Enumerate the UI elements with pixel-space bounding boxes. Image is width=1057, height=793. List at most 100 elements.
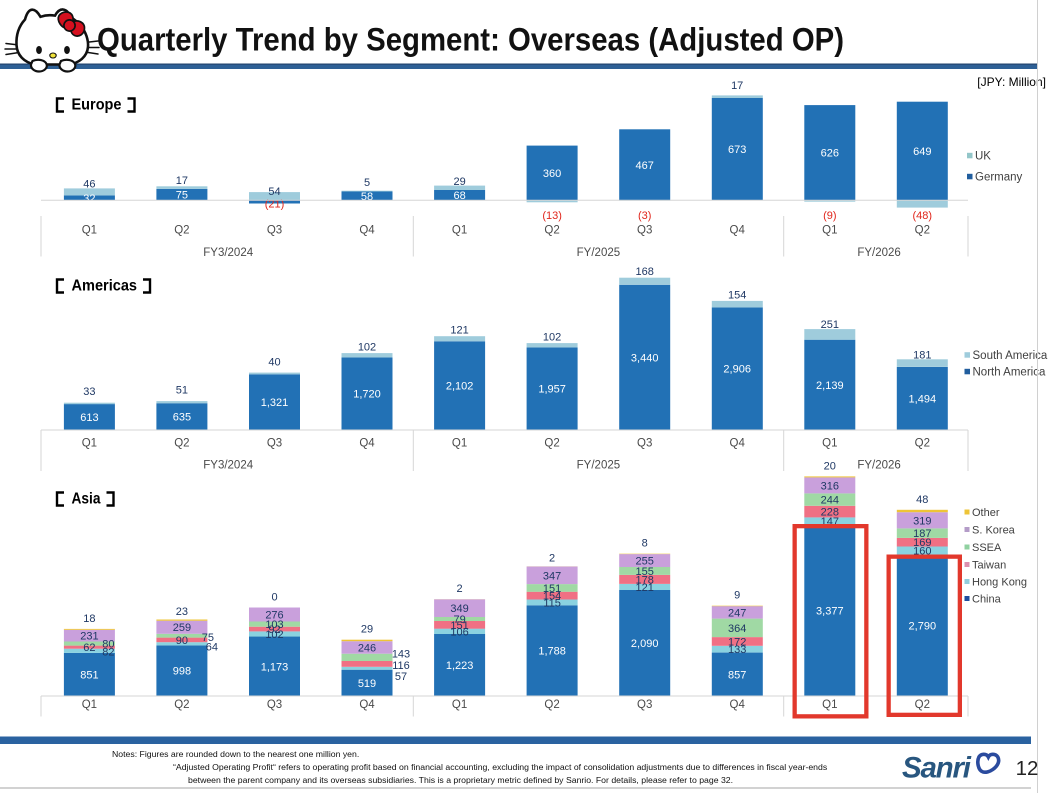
svg-text:Hong Kong: Hong Kong xyxy=(972,577,1027,589)
svg-text:48: 48 xyxy=(916,494,928,506)
svg-text:2: 2 xyxy=(549,552,555,564)
svg-text:349: 349 xyxy=(450,603,468,615)
svg-text:40: 40 xyxy=(268,356,280,368)
svg-text:172: 172 xyxy=(728,636,746,648)
svg-text:Q4: Q4 xyxy=(359,438,375,450)
svg-text:2: 2 xyxy=(457,583,463,595)
svg-text:673: 673 xyxy=(728,144,746,156)
svg-text:(3): (3) xyxy=(638,210,651,222)
svg-text:51: 51 xyxy=(176,384,188,396)
svg-text:Q3: Q3 xyxy=(637,699,652,711)
svg-text:90: 90 xyxy=(176,635,188,647)
svg-text:2,139: 2,139 xyxy=(816,380,844,392)
svg-text:Q2: Q2 xyxy=(174,224,189,236)
svg-text:2,090: 2,090 xyxy=(631,638,659,650)
svg-text:80: 80 xyxy=(102,639,114,651)
svg-text:155: 155 xyxy=(636,566,654,578)
svg-text:Q1: Q1 xyxy=(452,438,467,450)
svg-text:347: 347 xyxy=(543,570,561,582)
svg-text:(13): (13) xyxy=(542,210,562,222)
svg-text:54: 54 xyxy=(268,186,280,198)
svg-text:143: 143 xyxy=(392,649,410,661)
svg-text:between the parent company and: between the parent company and its overs… xyxy=(188,775,733,785)
svg-text:58: 58 xyxy=(361,191,373,203)
svg-text:Q4: Q4 xyxy=(359,224,375,236)
svg-text:64: 64 xyxy=(206,642,218,654)
svg-text:Q1: Q1 xyxy=(82,699,97,711)
svg-text:75: 75 xyxy=(176,190,188,202)
svg-text:998: 998 xyxy=(173,666,191,678)
svg-text:29: 29 xyxy=(361,624,373,636)
svg-text:276: 276 xyxy=(265,610,283,622)
svg-text:228: 228 xyxy=(821,507,839,519)
svg-text:Taiwan: Taiwan xyxy=(972,560,1006,572)
svg-text:South America: South America xyxy=(973,350,1048,362)
svg-text:247: 247 xyxy=(728,607,746,619)
svg-text:102: 102 xyxy=(358,341,376,353)
svg-text:3,440: 3,440 xyxy=(631,352,659,364)
svg-text:Q1: Q1 xyxy=(822,699,837,711)
svg-text:251: 251 xyxy=(821,319,839,331)
svg-text:1,720: 1,720 xyxy=(353,389,381,401)
svg-text:Asia: Asia xyxy=(72,491,101,508)
svg-text:FY/2025: FY/2025 xyxy=(577,460,620,472)
svg-text:Q3: Q3 xyxy=(267,699,282,711)
svg-text:(48): (48) xyxy=(913,210,933,222)
svg-text:102: 102 xyxy=(543,332,561,344)
svg-text:316: 316 xyxy=(821,480,839,492)
svg-text:68: 68 xyxy=(453,190,465,202)
svg-text:Q2: Q2 xyxy=(915,224,930,236)
svg-text:Q2: Q2 xyxy=(915,699,930,711)
svg-text:2,790: 2,790 xyxy=(909,620,937,632)
svg-text:57: 57 xyxy=(395,671,407,683)
svg-text:8: 8 xyxy=(642,538,648,550)
svg-text:519: 519 xyxy=(358,678,376,690)
svg-text:851: 851 xyxy=(80,669,98,681)
svg-text:82: 82 xyxy=(102,647,114,659)
svg-text:319: 319 xyxy=(913,515,931,527)
svg-text:Q2: Q2 xyxy=(544,699,559,711)
svg-text:0: 0 xyxy=(271,592,277,604)
svg-text:Q2: Q2 xyxy=(174,699,189,711)
svg-text:1,223: 1,223 xyxy=(446,660,474,672)
svg-text:2,102: 2,102 xyxy=(446,381,474,393)
svg-text:154: 154 xyxy=(543,591,561,603)
svg-text:178: 178 xyxy=(636,574,654,586)
svg-text:(21): (21) xyxy=(265,198,285,210)
svg-text:China: China xyxy=(972,594,1002,606)
svg-text:FY/2025: FY/2025 xyxy=(577,247,620,259)
svg-text:Q2: Q2 xyxy=(544,438,559,450)
svg-text:75: 75 xyxy=(202,632,214,644)
svg-text:116: 116 xyxy=(392,660,410,672)
svg-text:Q3: Q3 xyxy=(267,438,282,450)
svg-text:121: 121 xyxy=(450,325,468,337)
svg-text:79: 79 xyxy=(453,614,465,626)
svg-text:121: 121 xyxy=(636,582,654,594)
svg-text:SSEA: SSEA xyxy=(972,542,1002,554)
svg-text:Quarterly Trend by Segment: Ov: Quarterly Trend by Segment: Overseas (Ad… xyxy=(97,22,844,58)
svg-text:Q4: Q4 xyxy=(730,224,746,236)
svg-text:102: 102 xyxy=(265,629,283,641)
svg-text:649: 649 xyxy=(913,146,931,158)
svg-text:Q4: Q4 xyxy=(359,699,375,711)
svg-text:1,321: 1,321 xyxy=(261,397,289,409)
svg-text:364: 364 xyxy=(728,623,746,635)
svg-text:133: 133 xyxy=(728,644,746,656)
svg-text:1,494: 1,494 xyxy=(909,394,937,406)
svg-text:Sanri: Sanri xyxy=(902,752,972,785)
svg-text:23: 23 xyxy=(176,606,188,618)
svg-text:Europe: Europe xyxy=(72,97,122,114)
svg-text:151: 151 xyxy=(543,583,561,595)
svg-text:1,788: 1,788 xyxy=(538,646,566,658)
svg-text:FY3/2024: FY3/2024 xyxy=(203,460,253,472)
svg-text:FY3/2024: FY3/2024 xyxy=(203,247,253,259)
svg-text:Q2: Q2 xyxy=(544,224,559,236)
svg-text:244: 244 xyxy=(821,495,839,507)
svg-text:2,906: 2,906 xyxy=(723,364,751,376)
svg-text:46: 46 xyxy=(83,178,95,190)
svg-text:Q1: Q1 xyxy=(822,438,837,450)
svg-text:151: 151 xyxy=(450,620,468,632)
svg-text:635: 635 xyxy=(173,412,191,424)
svg-text:(9): (9) xyxy=(823,210,836,222)
svg-text:UK: UK xyxy=(975,151,991,163)
